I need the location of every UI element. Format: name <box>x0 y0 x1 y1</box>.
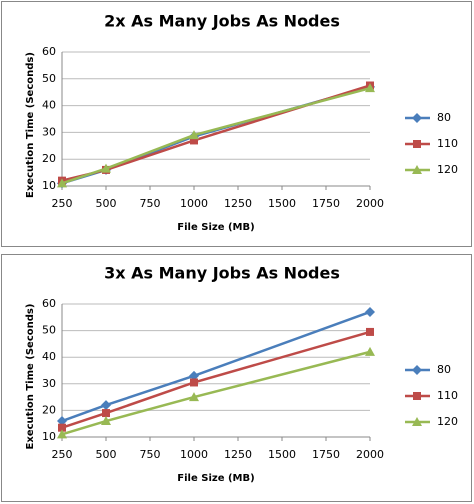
chart-frame <box>1 254 472 502</box>
marker <box>190 136 198 145</box>
y-tick-label: 40 <box>42 99 56 112</box>
legend-label: 80 <box>437 363 451 376</box>
y-tick-label: 50 <box>42 72 56 85</box>
chart-title: 3x As Many Jobs As Nodes <box>104 264 340 283</box>
legend-label: 80 <box>437 111 451 124</box>
x-tick-label: 1250 <box>224 197 252 210</box>
marker <box>58 423 66 432</box>
y-tick-label: 10 <box>42 430 56 443</box>
y-axis-label: Execution Time (Seconds) <box>25 304 36 450</box>
x-tick-label: 1000 <box>180 197 208 210</box>
x-tick-label: 250 <box>52 197 73 210</box>
marker <box>365 346 375 356</box>
legend-label: 110 <box>437 389 458 402</box>
marker <box>57 429 67 439</box>
y-tick-label: 60 <box>42 45 56 58</box>
marker <box>366 327 374 336</box>
marker <box>190 378 198 387</box>
legend-label: 120 <box>437 415 458 428</box>
marker <box>101 416 111 426</box>
x-axis-label: File Size (MB) <box>177 473 254 484</box>
legend-marker <box>412 165 422 174</box>
x-tick-label: 2000 <box>356 448 384 461</box>
x-tick-label: 500 <box>96 448 117 461</box>
y-tick-label: 30 <box>42 125 56 138</box>
chart-title: 2x As Many Jobs As Nodes <box>104 12 340 31</box>
x-tick-label: 1250 <box>224 448 252 461</box>
marker <box>102 409 110 418</box>
x-tick-label: 2000 <box>356 197 384 210</box>
x-tick-label: 750 <box>140 197 161 210</box>
legend-marker <box>412 417 422 426</box>
legend-label: 120 <box>437 163 458 176</box>
marker <box>189 370 199 381</box>
x-tick-label: 1750 <box>312 197 340 210</box>
marker <box>365 83 375 93</box>
series-line <box>61 350 371 436</box>
series-line <box>61 86 371 185</box>
legend-label: 110 <box>437 137 458 150</box>
series-line <box>61 310 371 423</box>
x-tick-label: 1000 <box>180 448 208 461</box>
y-tick-label: 50 <box>42 324 56 337</box>
marker <box>101 163 111 173</box>
legend-marker <box>412 365 422 375</box>
y-tick-label: 20 <box>42 403 56 416</box>
y-tick-label: 60 <box>42 297 56 310</box>
y-axis-label: Execution Time (Seconds) <box>25 52 36 198</box>
x-tick-label: 750 <box>140 448 161 461</box>
x-tick-label: 250 <box>52 448 73 461</box>
x-tick-label: 1500 <box>268 448 296 461</box>
marker <box>57 178 67 188</box>
y-tick-label: 40 <box>42 350 56 363</box>
y-tick-label: 20 <box>42 152 56 165</box>
x-tick-label: 1500 <box>268 197 296 210</box>
y-tick-label: 10 <box>42 179 56 192</box>
series-line <box>61 330 371 429</box>
y-tick-label: 30 <box>42 377 56 390</box>
x-tick-label: 1750 <box>312 448 340 461</box>
x-axis-label: File Size (MB) <box>177 222 254 233</box>
legend-marker <box>412 113 422 123</box>
marker <box>101 400 111 411</box>
legend-marker <box>413 392 421 400</box>
legend-marker <box>413 140 421 148</box>
marker <box>365 306 375 317</box>
marker <box>189 392 199 402</box>
marker <box>57 416 67 427</box>
x-tick-label: 500 <box>96 197 117 210</box>
marker <box>189 130 199 140</box>
